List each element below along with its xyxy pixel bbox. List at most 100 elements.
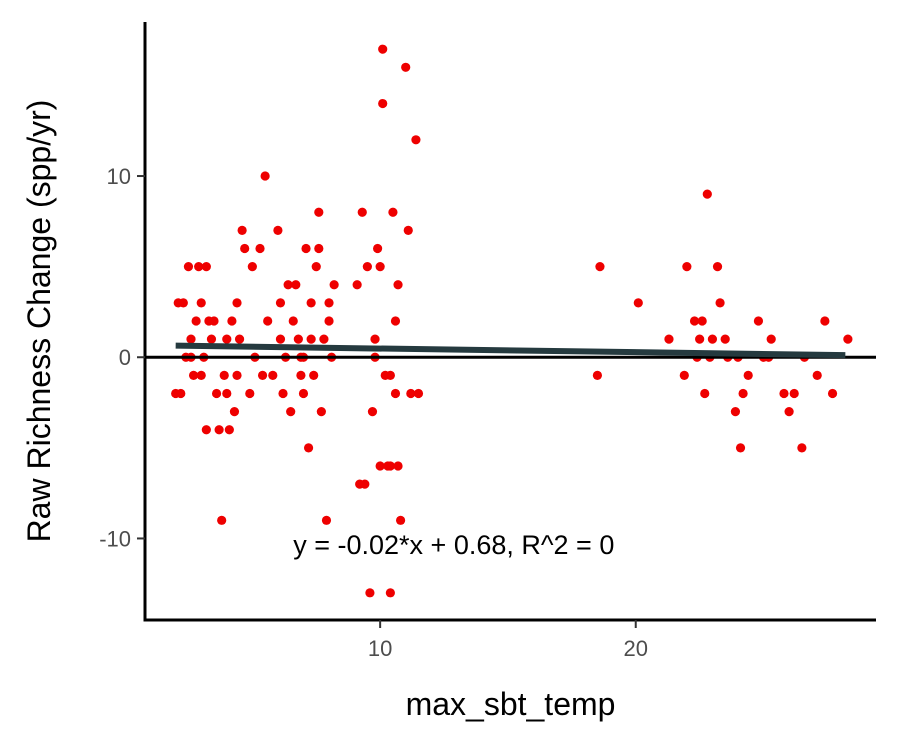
data-point bbox=[286, 407, 296, 417]
data-point bbox=[247, 262, 257, 272]
data-point bbox=[196, 370, 206, 380]
data-point bbox=[406, 388, 416, 399]
data-point bbox=[378, 44, 388, 54]
data-point bbox=[695, 334, 705, 344]
data-point bbox=[293, 334, 303, 344]
regression-annotation: y = -0.02*x + 0.68, R^2 = 0 bbox=[293, 530, 614, 560]
y-tick-label: -10 bbox=[99, 526, 131, 551]
x-tick-label: 20 bbox=[623, 636, 647, 661]
data-point bbox=[217, 515, 227, 525]
data-point bbox=[375, 262, 385, 272]
data-point bbox=[306, 334, 316, 344]
data-point bbox=[720, 334, 730, 344]
data-point bbox=[196, 298, 206, 308]
data-point bbox=[219, 370, 229, 380]
data-point bbox=[278, 388, 288, 399]
data-point bbox=[390, 316, 401, 326]
data-point bbox=[393, 461, 403, 471]
data-point bbox=[700, 388, 710, 399]
data-point bbox=[206, 334, 217, 344]
data-point bbox=[296, 370, 306, 380]
data-point bbox=[378, 98, 388, 109]
data-point bbox=[812, 370, 822, 380]
data-point bbox=[362, 262, 372, 272]
data-point bbox=[283, 280, 293, 290]
data-point bbox=[214, 425, 224, 435]
data-point bbox=[194, 262, 204, 272]
data-point bbox=[411, 135, 421, 145]
data-point bbox=[664, 334, 674, 344]
data-point bbox=[753, 316, 764, 326]
data-point bbox=[827, 388, 838, 399]
y-axis-ticks: -10 0 10 bbox=[99, 164, 145, 551]
y-axis-title: Raw Richness Change (spp/yr) bbox=[21, 100, 57, 543]
data-point bbox=[222, 388, 232, 399]
data-point bbox=[324, 316, 334, 326]
data-point bbox=[395, 515, 406, 525]
data-point bbox=[268, 370, 278, 380]
data-point bbox=[232, 298, 242, 308]
data-point bbox=[738, 388, 748, 399]
data-point bbox=[186, 334, 196, 344]
data-point bbox=[275, 298, 286, 308]
data-point bbox=[360, 479, 370, 489]
data-point bbox=[730, 407, 741, 417]
data-point bbox=[385, 461, 395, 471]
data-point bbox=[633, 298, 643, 308]
data-point bbox=[222, 334, 232, 344]
data-point bbox=[314, 243, 324, 254]
data-point bbox=[766, 334, 776, 344]
data-point bbox=[390, 388, 401, 399]
data-point bbox=[743, 370, 753, 380]
x-tick-label: 10 bbox=[368, 636, 392, 661]
data-point bbox=[209, 316, 219, 326]
data-point bbox=[314, 207, 324, 217]
data-point bbox=[245, 388, 255, 399]
data-point bbox=[789, 388, 799, 399]
data-point bbox=[689, 316, 700, 326]
data-point bbox=[375, 461, 385, 471]
data-point bbox=[309, 370, 319, 380]
data-point bbox=[385, 588, 395, 598]
data-point bbox=[291, 280, 301, 290]
data-point bbox=[319, 334, 329, 344]
data-point bbox=[224, 425, 234, 435]
data-point bbox=[229, 407, 240, 417]
data-point bbox=[324, 298, 334, 308]
data-point bbox=[321, 515, 332, 525]
data-point bbox=[393, 280, 403, 290]
data-point bbox=[352, 280, 362, 290]
points-layer bbox=[171, 44, 853, 598]
data-point bbox=[779, 388, 789, 399]
data-point bbox=[257, 370, 268, 380]
data-point bbox=[237, 225, 247, 235]
data-point bbox=[682, 262, 692, 272]
data-point bbox=[211, 388, 222, 399]
data-point bbox=[592, 370, 603, 380]
data-point bbox=[255, 243, 265, 254]
data-point bbox=[201, 425, 211, 435]
y-tick-label: 10 bbox=[107, 164, 131, 189]
data-point bbox=[301, 243, 311, 254]
data-point bbox=[316, 407, 326, 417]
data-point bbox=[234, 334, 245, 344]
x-axis-title: max_sbt_temp bbox=[406, 686, 616, 722]
data-point bbox=[595, 262, 605, 272]
data-point bbox=[697, 316, 707, 326]
data-point bbox=[357, 207, 367, 217]
data-point bbox=[365, 588, 375, 598]
data-point bbox=[370, 334, 380, 344]
data-point bbox=[401, 62, 411, 72]
data-point bbox=[303, 443, 314, 453]
data-point bbox=[275, 334, 286, 344]
data-point bbox=[232, 370, 242, 380]
data-point bbox=[288, 316, 298, 326]
data-point bbox=[820, 316, 830, 326]
data-point bbox=[679, 370, 689, 380]
data-point bbox=[201, 262, 211, 272]
data-point bbox=[191, 316, 201, 326]
data-point bbox=[173, 298, 183, 308]
data-point bbox=[227, 316, 237, 326]
data-point bbox=[413, 388, 424, 399]
x-axis-ticks: 10 20 bbox=[368, 620, 648, 661]
